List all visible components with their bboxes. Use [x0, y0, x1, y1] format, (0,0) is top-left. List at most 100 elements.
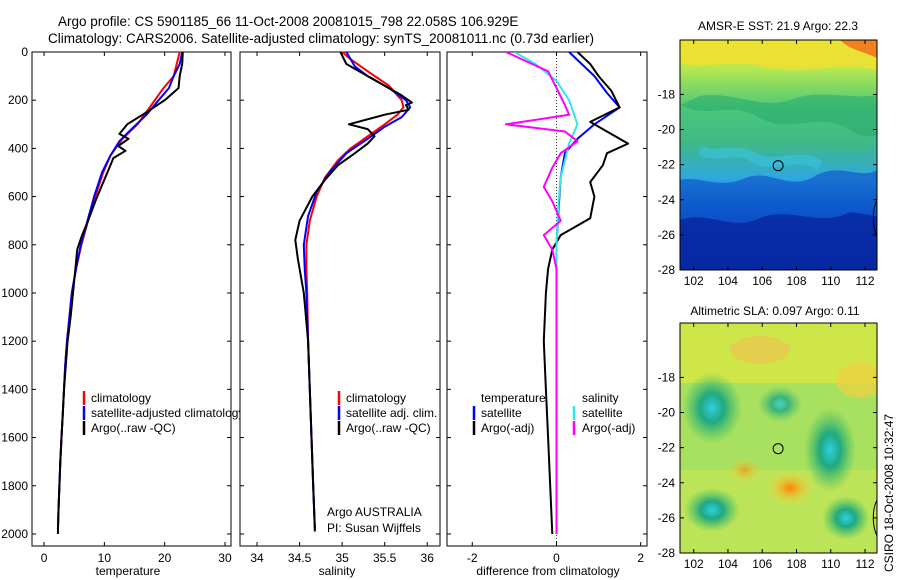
- sst-map-frame: [679, 39, 878, 271]
- legend-label-sal-satellite: satellite: [582, 406, 623, 420]
- header-line1: Argo profile: CS 5901185_66 11-Oct-2008 …: [58, 14, 518, 29]
- temperature-legend: climatology satellite-adjusted climatolo…: [82, 391, 244, 435]
- legend-label-temp-satellite: satellite: [481, 406, 522, 420]
- x-tick-label: 10: [98, 551, 112, 565]
- sla-map-image: [680, 323, 877, 553]
- legend-label-satellite: satellite adj. clim.: [346, 406, 437, 420]
- temperature-axes-box: [31, 51, 232, 547]
- map-y-tick-label: -22: [658, 441, 676, 455]
- y-tick-label: 1800: [1, 479, 28, 493]
- legend-label-argo: Argo(..raw -QC): [91, 421, 176, 435]
- salinity-axes-box: [239, 51, 441, 547]
- sla-map-panel: Altimetric SLA: 0.097 Argo: 0.11 102 104 1…: [658, 304, 878, 571]
- x-tick-label: 34: [250, 551, 264, 565]
- y-tick-label: 1000: [1, 286, 28, 300]
- sla-map-title: Altimetric SLA: 0.097 Argo: 0.11: [690, 304, 860, 318]
- sla-map-axes: 102 104 106 108 110 112 -18 -20 -22 -24 -26 -28: [658, 323, 877, 571]
- legend-label-argo: Argo(..raw -QC): [346, 421, 431, 435]
- argo-australia-label: Argo AUSTRALIA: [327, 505, 422, 519]
- sst-map-panel: AMSR-E SST: 21.9 Argo: 22.3 102 104 106 108…: [658, 19, 878, 288]
- argo-float-marker: [772, 443, 784, 455]
- salinity-xlabel: salinity: [319, 564, 356, 578]
- map-y-tick-label: -22: [658, 158, 676, 172]
- map-x-tick-label: 108: [786, 274, 806, 288]
- map-x-tick-label: 110: [821, 274, 840, 288]
- map-y-tick-label: -28: [658, 263, 676, 277]
- map-x-tick-label: 112: [855, 274, 874, 288]
- pi-label: PI: Susan Wijffels: [327, 521, 421, 535]
- map-x-tick-label: 102: [684, 557, 704, 571]
- x-tick-label: -2: [467, 551, 478, 565]
- salinity-panel: 34 34.5 35 35.5 36 salinity climatology sate…: [239, 51, 441, 578]
- y-tick-label: 1600: [1, 431, 28, 445]
- legend-label-satellite: satellite-adjusted climatology: [91, 406, 244, 420]
- temperature-panel: 0 200 400 600 800 1000 1200 1400 1600 1800 2000 0 1…: [1, 45, 244, 578]
- salinity-x-axis: 34 34.5 35 35.5 36: [250, 52, 434, 565]
- difference-series: [504, 52, 630, 535]
- difference-legend: temperature satellite Argo(-adj) salinit…: [472, 391, 635, 435]
- map-x-tick-label: 106: [752, 274, 772, 288]
- temperature-x-axis: 0 10 20 30: [41, 52, 232, 565]
- map-x-tick-label: 112: [855, 557, 874, 571]
- temperature-series: [56, 52, 184, 535]
- map-x-tick-label: 106: [752, 557, 772, 571]
- legend-label-climatology: climatology: [346, 391, 406, 405]
- x-tick-label: 2: [637, 551, 644, 565]
- sst-map-axes: 102 104 106 108 110 112 -18 -20 -22 -24 -26 -28: [658, 40, 877, 288]
- y-tick-label: 600: [8, 190, 28, 204]
- series-line-argo-raw-qc-: [56, 52, 184, 535]
- difference-axes-box: [446, 51, 648, 547]
- series-line-salinity-argo-adj-: [504, 52, 579, 534]
- map-x-tick-label: 104: [718, 557, 738, 571]
- temperature-xlabel: temperature: [96, 564, 161, 578]
- map-y-tick-label: -18: [658, 87, 676, 101]
- legend-label-climatology: climatology: [91, 391, 151, 405]
- map-x-tick-label: 110: [821, 557, 840, 571]
- y-tick-label: 2000: [1, 527, 28, 541]
- x-tick-label: 36: [421, 551, 435, 565]
- salinity-series: [294, 52, 413, 532]
- sst-map-image: [680, 40, 877, 270]
- map-x-tick-label: 108: [786, 557, 806, 571]
- x-tick-label: 0: [41, 551, 48, 565]
- x-tick-label: 20: [158, 551, 172, 565]
- argo-float-marker: [772, 160, 784, 172]
- map-y-tick-label: -26: [658, 228, 676, 242]
- sla-map-frame: [679, 322, 878, 554]
- csiro-timestamp: CSIRO 18-Oct-2008 10:32:47: [882, 414, 896, 572]
- map-y-tick-label: -24: [658, 476, 676, 490]
- x-tick-label: 30: [218, 551, 232, 565]
- legend-label-sal-argo: Argo(-adj): [582, 421, 635, 435]
- difference-xlabel: difference from climatology: [476, 564, 619, 578]
- map-y-tick-label: -24: [658, 193, 676, 207]
- x-tick-label: 35.5: [373, 551, 397, 565]
- map-x-tick-label: 102: [684, 274, 704, 288]
- header-line2: Climatology: CARS2006. Satellite-adjuste…: [48, 31, 594, 46]
- legend-title-temperature: temperature: [481, 391, 546, 405]
- legend-title-salinity: salinity: [582, 391, 619, 405]
- map-x-tick-label: 104: [718, 274, 738, 288]
- salinity-y-ticks: [240, 51, 440, 535]
- y-tick-label: 1400: [1, 382, 28, 396]
- y-tick-label: 400: [8, 141, 28, 155]
- map-y-tick-label: -20: [658, 123, 676, 137]
- y-tick-label: 1200: [1, 334, 28, 348]
- y-tick-label: 200: [8, 93, 28, 107]
- y-tick-label: 0: [21, 45, 28, 59]
- series-line-argo-raw-qc-: [294, 52, 413, 532]
- map-y-tick-label: -18: [658, 370, 676, 384]
- salinity-legend: climatology satellite adj. clim. Argo(..…: [337, 391, 437, 435]
- x-tick-label: 0: [553, 551, 560, 565]
- difference-y-ticks: [447, 51, 647, 535]
- x-tick-label: 35: [335, 551, 349, 565]
- y-tick-label: 800: [8, 238, 28, 252]
- sst-map-title: AMSR-E SST: 21.9 Argo: 22.3: [698, 19, 858, 33]
- x-tick-label: 34.5: [288, 551, 312, 565]
- difference-panel: -2 0 2 difference from climatology tempera…: [446, 51, 648, 578]
- map-y-tick-label: -20: [658, 406, 676, 420]
- legend-label-temp-argo: Argo(-adj): [481, 421, 534, 435]
- map-y-tick-label: -26: [658, 511, 676, 525]
- map-y-tick-label: -28: [658, 546, 676, 560]
- pressure-axis: 0 200 400 600 800 1000 1200 1400 1600 1800 2000: [1, 45, 231, 541]
